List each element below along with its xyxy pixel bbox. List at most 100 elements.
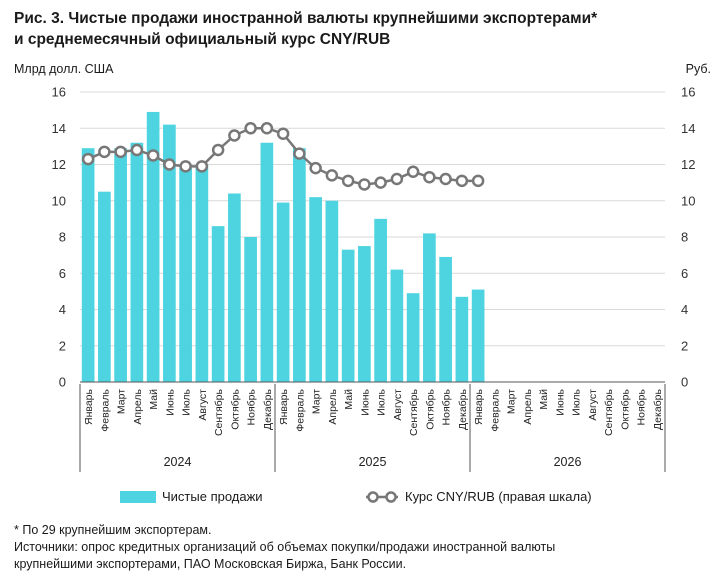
month-tick-label: Апрель — [327, 388, 339, 424]
rate-point — [195, 160, 209, 173]
left-tick-label: 2 — [59, 338, 66, 353]
month-tick-label: Январь — [473, 388, 485, 425]
right-tick-label: 0 — [681, 375, 688, 390]
month-tick-label: Август — [197, 389, 209, 421]
rate-point — [439, 172, 452, 186]
rate-point — [309, 161, 322, 175]
bar — [406, 293, 420, 382]
right-tick-label: 6 — [681, 266, 688, 281]
bar — [163, 124, 176, 382]
left-tick-label: 8 — [59, 230, 66, 245]
chart-canvas: 0 0 2 2 4 4 6 6 8 8 10 10 12 12 14 14 16 16 Январь Февраль М… — [52, 85, 695, 472]
rate-point — [358, 178, 371, 191]
right-tick-label: 8 — [681, 230, 688, 245]
bar — [130, 142, 144, 382]
bar — [455, 296, 469, 382]
bar — [390, 269, 404, 382]
month-tick-label: Декабрь — [652, 388, 664, 429]
year-label: 2026 — [554, 455, 582, 469]
month-tick-label: Июнь — [164, 388, 176, 415]
left-tick-label: 16 — [52, 85, 66, 100]
rate-point — [228, 129, 241, 142]
bar — [260, 142, 274, 382]
right-tick-label: 16 — [681, 85, 695, 100]
rate-point — [374, 176, 387, 189]
month-tick-label: Январь — [278, 388, 290, 425]
month-tick-label: Декабрь — [457, 388, 469, 429]
legend-marker-left — [367, 491, 379, 503]
rate-point — [260, 122, 274, 135]
year-label: 2024 — [164, 455, 192, 469]
left-tick-label: 0 — [59, 375, 66, 390]
month-tick-label: Август — [587, 389, 599, 421]
month-tick-label: Октябрь — [619, 388, 631, 429]
month-tick-label: Март — [116, 389, 128, 414]
rate-point — [163, 158, 176, 171]
left-tick-label: 10 — [52, 193, 66, 208]
footnote: * По 29 крупнейшим экспортерам. — [14, 523, 212, 537]
year-label: 2025 — [359, 455, 387, 469]
month-tick-label: Октябрь — [229, 388, 241, 429]
month-tick-label: Февраль — [294, 388, 306, 431]
chart-title-line2: и среднемесячный официальный курс CNY/RU… — [14, 31, 391, 48]
month-tick-label: Апрель — [522, 388, 534, 424]
month-tick-label: Май — [343, 389, 355, 410]
bar — [309, 197, 322, 382]
rate-point — [130, 143, 144, 157]
bar — [439, 256, 452, 382]
rate-point — [325, 169, 339, 182]
month-tick-label: Февраль — [489, 388, 501, 431]
left-tick-label: 12 — [52, 157, 66, 172]
rate-point — [244, 122, 257, 135]
rate-point — [341, 174, 355, 188]
chart-title: Рис. 3. Чистые продажи иностранной валют… — [14, 8, 714, 50]
chart-title-line1: Рис. 3. Чистые продажи иностранной валют… — [14, 10, 598, 27]
left-axis-title: Млрд долл. США — [14, 62, 114, 76]
right-tick-label: 12 — [681, 157, 695, 172]
bar — [81, 148, 95, 382]
bar — [374, 218, 387, 382]
month-tick-label: Сентябрь — [408, 388, 420, 436]
notes: * По 29 крупнейшим экспортерам. Источник… — [14, 522, 714, 573]
left-tick-label: 14 — [52, 121, 66, 136]
rate-point — [471, 174, 485, 188]
rate-point — [114, 145, 127, 159]
right-tick-label: 10 — [681, 193, 695, 208]
month-tick-label: Март — [311, 389, 323, 414]
bar — [276, 202, 290, 382]
bar — [228, 193, 241, 382]
month-tick-label: Июль — [376, 388, 388, 415]
legend-label-rate: Курс CNY/RUB (правая шкала) — [405, 489, 592, 504]
month-tick-label: Август — [392, 389, 404, 421]
month-tick-label: Июнь — [554, 388, 566, 415]
bar — [244, 237, 257, 382]
sources-line2: крупнейшими экспортерами, ПАО Московская… — [14, 557, 407, 571]
rate-point — [390, 172, 404, 186]
month-tick-label: Июнь — [359, 388, 371, 415]
month-tick-label: Ноябрь — [441, 388, 453, 425]
month-tick-label: Ноябрь — [246, 388, 258, 425]
rate-point — [293, 147, 306, 160]
month-tick-label: Февраль — [99, 388, 111, 431]
rate-point — [98, 145, 111, 159]
bar — [146, 111, 160, 382]
rate-point — [146, 149, 160, 162]
legend-label-sales: Чистые продажи — [162, 489, 263, 504]
right-tick-label: 14 — [681, 121, 695, 136]
month-tick-label: Апрель — [132, 388, 144, 424]
bar — [341, 249, 355, 382]
legend-marker-right — [385, 491, 397, 503]
legend-bar-swatch — [120, 491, 156, 503]
left-tick-label: 4 — [59, 302, 66, 317]
bar — [325, 200, 339, 382]
right-axis-title: Руб. — [685, 62, 711, 76]
month-tick-label: Май — [538, 389, 550, 410]
bar — [211, 226, 225, 382]
bar — [423, 233, 436, 382]
left-tick-label: 6 — [59, 266, 66, 281]
month-tick-label: Сентябрь — [603, 388, 615, 436]
month-tick-label: Июль — [181, 388, 193, 415]
rate-point — [179, 160, 192, 173]
bar — [179, 168, 192, 382]
rate-point — [423, 170, 436, 184]
